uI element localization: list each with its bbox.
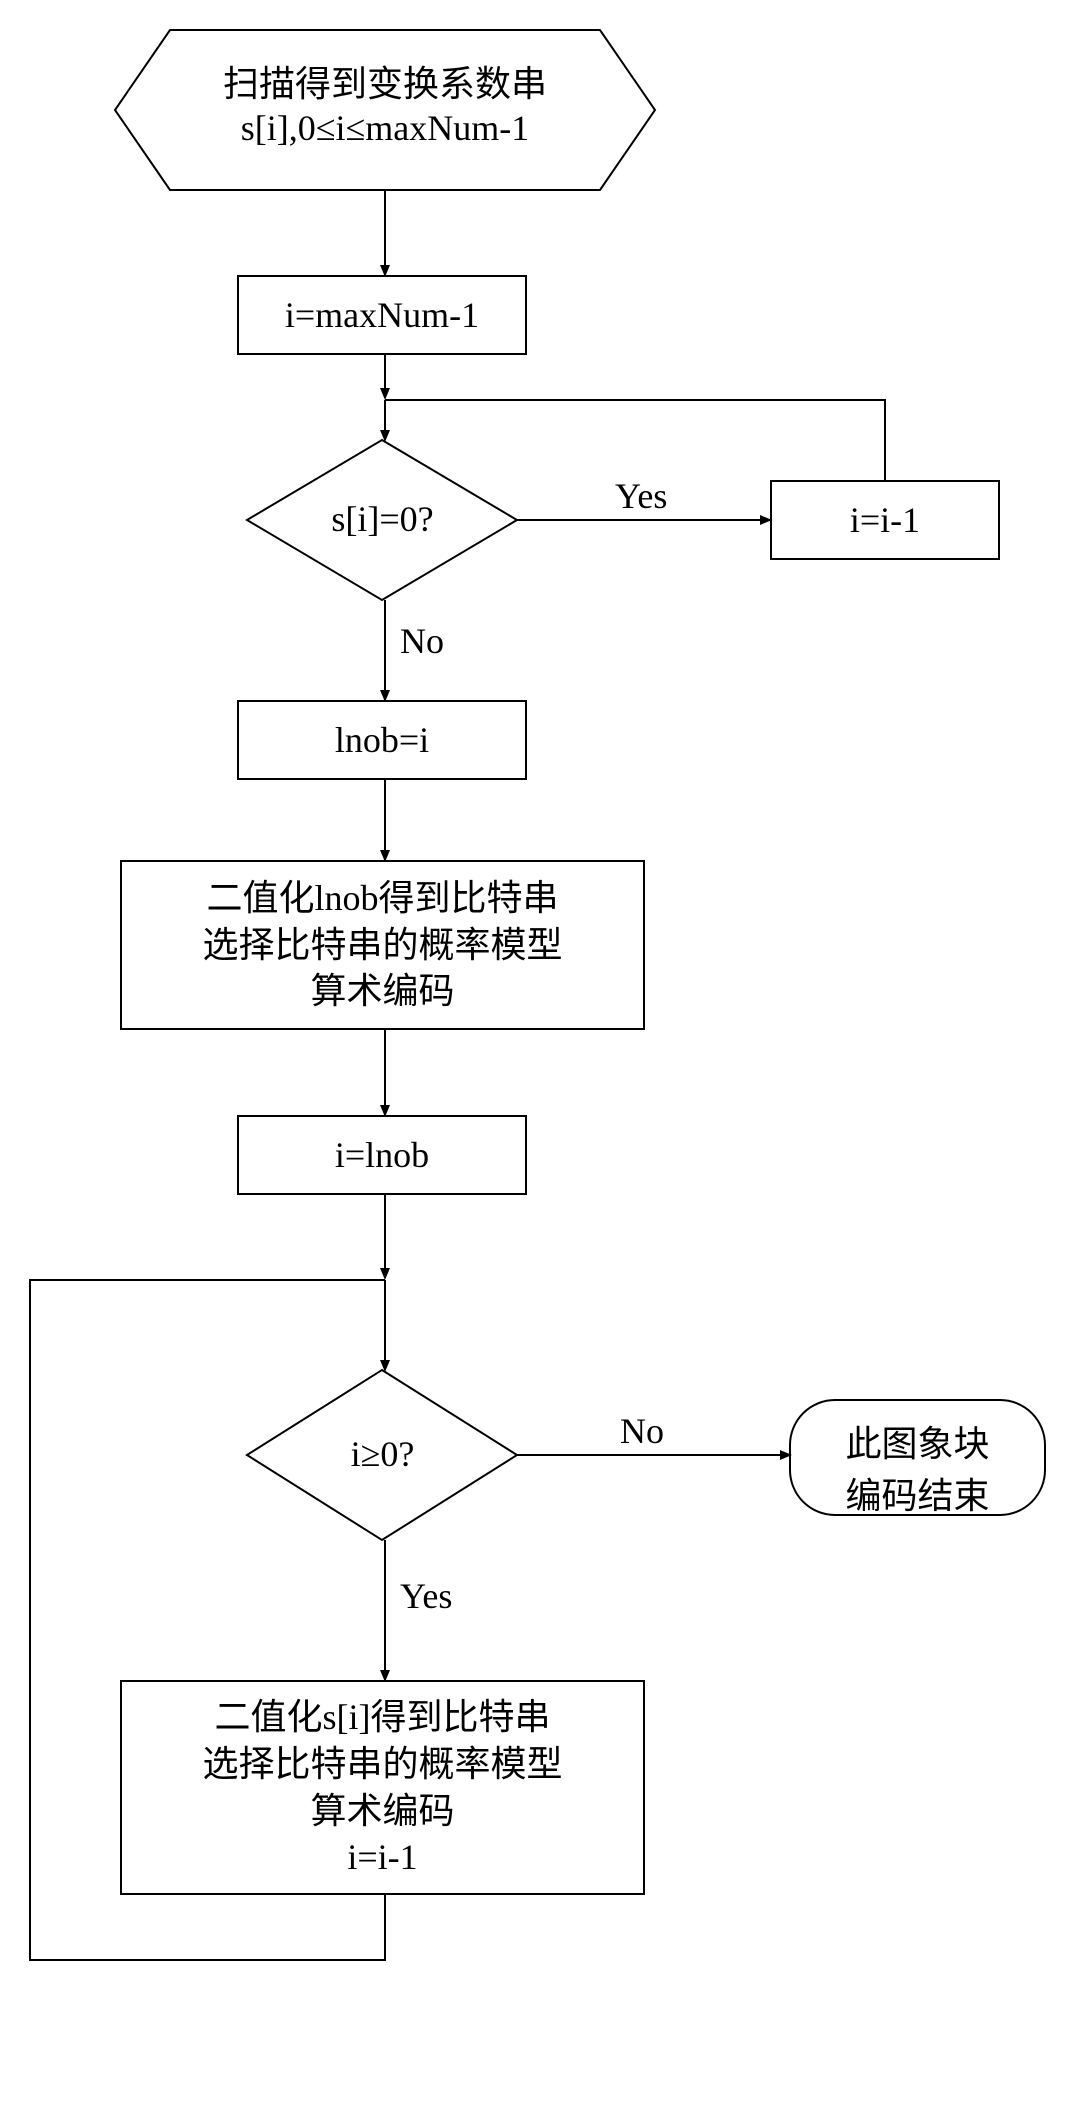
node-enc-si: 二值化s[i]得到比特串 选择比特串的概率模型 算术编码 i=i-1 (120, 1680, 645, 1895)
node-init: i=maxNum-1 (237, 275, 527, 355)
node-end-text: 此图象块 编码结束 (800, 1415, 1035, 1519)
node-dec2-text: i≥0? (290, 1433, 475, 1475)
label-no1: No (400, 620, 444, 662)
node-decr1: i=i-1 (770, 480, 1000, 560)
node-lnob: lnob=i (237, 700, 527, 780)
node-enc-lnob: 二值化lnob得到比特串 选择比特串的概率模型 算术编码 (120, 860, 645, 1030)
label-yes2: Yes (400, 1575, 452, 1617)
node-set-i: i=lnob (237, 1115, 527, 1195)
flowchart-canvas: 扫描得到变换系数串 s[i],0≤i≤maxNum-1 s[i]=0? i≥0?… (0, 0, 1088, 2125)
node-start-text: 扫描得到变换系数串 s[i],0≤i≤maxNum-1 (130, 55, 640, 149)
label-no2: No (620, 1410, 664, 1452)
node-dec1-text: s[i]=0? (280, 498, 485, 540)
label-yes1: Yes (615, 475, 667, 517)
